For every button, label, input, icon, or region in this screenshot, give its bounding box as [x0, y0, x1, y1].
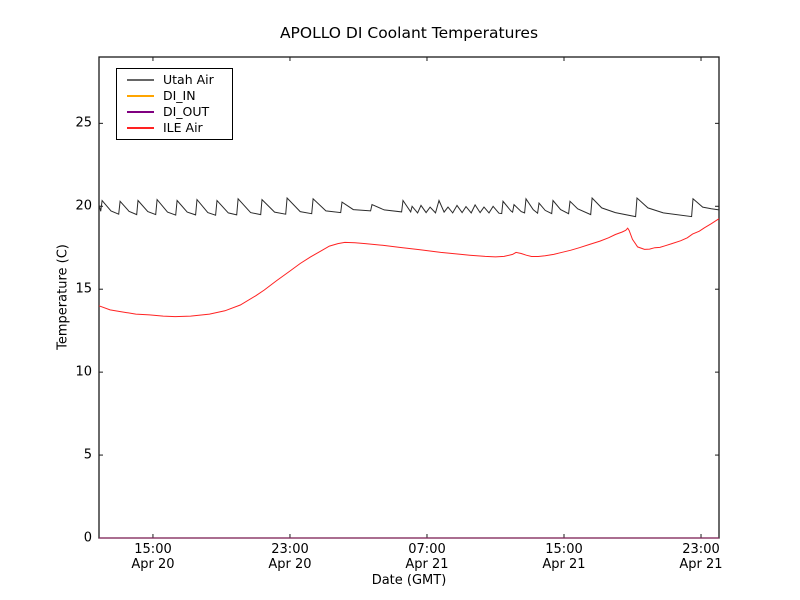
- y-tick-label: 5: [83, 447, 92, 463]
- legend-line-swatch-di-out: [127, 111, 154, 113]
- legend-line-swatch-ile-air: [127, 127, 154, 129]
- legend-label: ILE Air: [163, 120, 203, 135]
- y-tick-label: 20: [75, 198, 92, 214]
- y-tick-label: 25: [75, 115, 92, 131]
- x-tick-time: 23:00: [271, 542, 309, 557]
- x-tick-time: 15:00: [134, 542, 172, 557]
- x-tick-label: 15:00 Apr 20: [108, 542, 198, 572]
- legend-label: DI_OUT: [163, 104, 210, 119]
- y-tick-label: 15: [75, 281, 92, 297]
- x-tick-date: Apr 21: [679, 557, 723, 572]
- x-tick-label: 23:00 Apr 20: [245, 542, 335, 572]
- x-tick-time: 15:00: [545, 542, 583, 557]
- x-axis-label: Date (GMT): [371, 573, 447, 588]
- x-tick-date: Apr 21: [405, 557, 449, 572]
- legend: Utah Air DI_IN DI_OUT ILE Air: [116, 68, 233, 140]
- y-axis-label: Temperature (C): [55, 244, 71, 350]
- legend-item-utah-air: Utah Air: [117, 73, 232, 88]
- figure-title: APOLLO DI Coolant Temperatures: [279, 24, 539, 42]
- legend-label: DI_IN: [163, 88, 196, 103]
- legend-line-swatch-utah-air: [127, 79, 154, 81]
- legend-item-di-in: DI_IN: [117, 89, 232, 104]
- x-tick-label: 07:00 Apr 21: [382, 542, 472, 572]
- x-tick-date: Apr 21: [542, 557, 586, 572]
- legend-item-di-out: DI_OUT: [117, 105, 232, 120]
- legend-line-swatch-di-in: [127, 95, 154, 97]
- x-tick-time: 07:00: [408, 542, 446, 557]
- series-line-utah-air: [98, 196, 720, 218]
- y-tick-label: 10: [75, 364, 92, 380]
- x-tick-date: Apr 20: [131, 557, 175, 572]
- series-line-ile-air: [98, 218, 720, 318]
- x-tick-label: 23:00 Apr 21: [656, 542, 746, 572]
- x-tick-time: 23:00: [682, 542, 720, 557]
- legend-item-ile-air: ILE Air: [117, 121, 232, 136]
- x-tick-date: Apr 20: [268, 557, 312, 572]
- y-tick-label: 0: [83, 530, 92, 546]
- x-tick-label: 15:00 Apr 21: [519, 542, 609, 572]
- legend-label: Utah Air: [163, 72, 214, 87]
